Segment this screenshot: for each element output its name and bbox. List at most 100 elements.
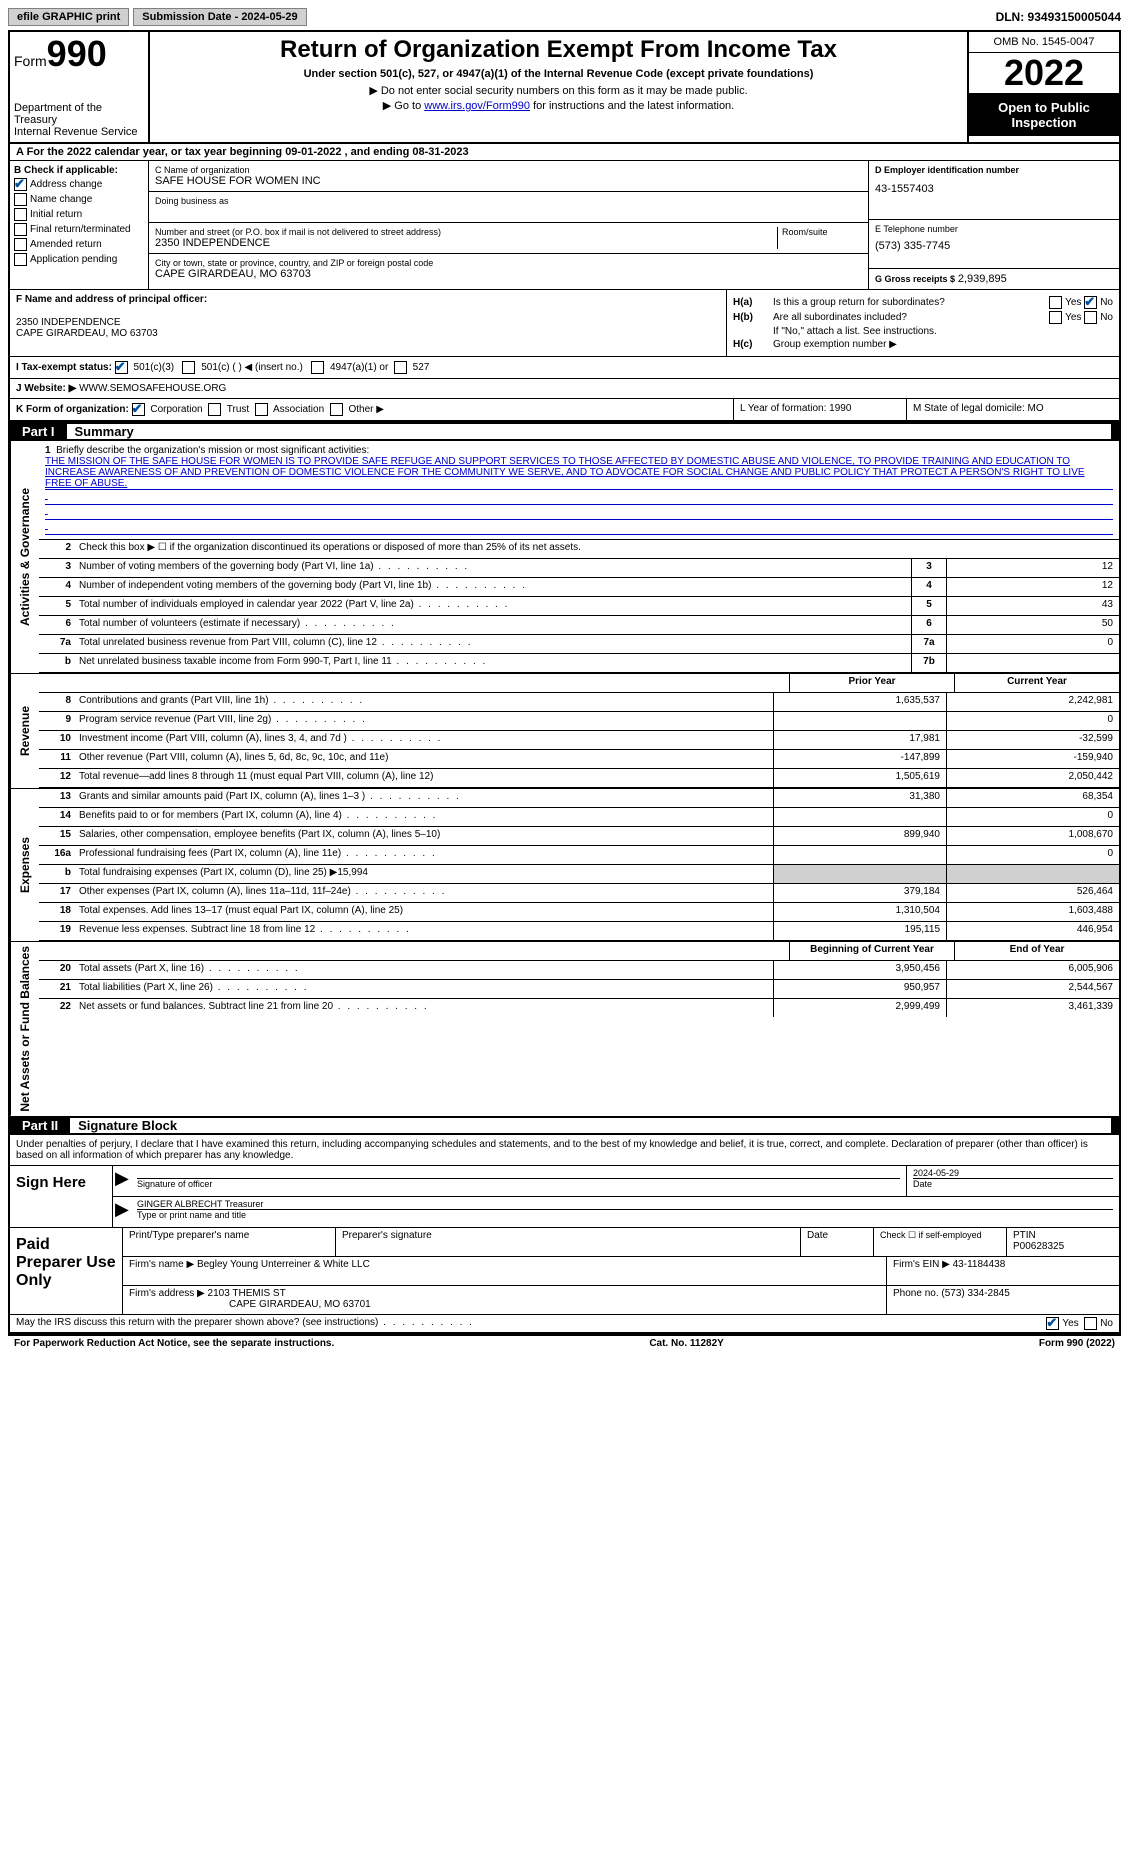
checkbox-527[interactable] <box>394 361 407 374</box>
website-label: J Website: ▶ <box>16 383 76 394</box>
firm-addr2: CAPE GIRARDEAU, MO 63701 <box>229 1299 371 1310</box>
l10-prior: 17,981 <box>773 731 946 749</box>
l12-current: 2,050,442 <box>946 769 1119 787</box>
l19-prior: 195,115 <box>773 922 946 940</box>
ein-value: 43-1557403 <box>875 183 1113 195</box>
side-label-ag: Activities & Governance <box>10 441 39 673</box>
officer-addr1: 2350 INDEPENDENCE <box>16 317 720 328</box>
current-year-header: Current Year <box>954 674 1119 692</box>
l16b-text: Total fundraising expenses (Part IX, col… <box>75 865 773 883</box>
irs-form990-link[interactable]: www.irs.gov/Form990 <box>424 100 530 112</box>
omb-number: OMB No. 1545-0047 <box>969 32 1119 53</box>
officer-label: F Name and address of principal officer: <box>16 294 720 305</box>
prep-date-label: Date <box>801 1228 874 1256</box>
mission-text[interactable]: THE MISSION OF THE SAFE HOUSE FOR WOMEN … <box>45 456 1085 489</box>
box-h: H(a) Is this a group return for subordin… <box>727 290 1119 356</box>
ptin-value: P00628325 <box>1013 1241 1113 1252</box>
ha-no-checkbox[interactable] <box>1084 296 1097 309</box>
label-trust: Trust <box>227 404 249 415</box>
discuss-yes-checkbox[interactable] <box>1046 1317 1059 1330</box>
checkbox-app-pending[interactable] <box>14 253 27 266</box>
checkbox-name-change[interactable] <box>14 193 27 206</box>
hc-text: Group exemption number ▶ <box>773 339 897 350</box>
declaration-text: Under penalties of perjury, I declare th… <box>10 1135 1119 1165</box>
firm-phone-label: Phone no. <box>893 1288 939 1299</box>
l11-prior: -147,899 <box>773 750 946 768</box>
cat-number: Cat. No. 11282Y <box>649 1338 723 1349</box>
checkbox-amended[interactable] <box>14 238 27 251</box>
l21-current: 2,544,567 <box>946 980 1119 998</box>
box-b-title: B Check if applicable: <box>14 165 144 176</box>
inst-post: for instructions and the latest informat… <box>530 100 734 112</box>
firm-ein-label: Firm's EIN ▶ <box>893 1259 950 1270</box>
city-label: City or town, state or province, country… <box>155 258 862 268</box>
l16a-prior <box>773 846 946 864</box>
checkbox-assoc[interactable] <box>255 403 268 416</box>
l16a-text: Professional fundraising fees (Part IX, … <box>75 846 773 864</box>
label-corp: Corporation <box>150 404 202 415</box>
checkbox-address-change[interactable] <box>14 178 27 191</box>
paperwork-notice: For Paperwork Reduction Act Notice, see … <box>14 1338 334 1349</box>
prep-name-label: Print/Type preparer's name <box>123 1228 336 1256</box>
l22-prior: 2,999,499 <box>773 999 946 1017</box>
submission-date-button[interactable]: Submission Date - 2024-05-29 <box>133 8 306 26</box>
part1-label: Part I <box>18 424 67 439</box>
label-assoc: Association <box>273 404 324 415</box>
top-bar: efile GRAPHIC print Submission Date - 20… <box>8 8 1121 26</box>
l12-prior: 1,505,619 <box>773 769 946 787</box>
l10-text: Investment income (Part VIII, column (A)… <box>75 731 773 749</box>
l21-prior: 950,957 <box>773 980 946 998</box>
checkbox-corp[interactable] <box>132 403 145 416</box>
l16b-current-shaded <box>946 865 1119 883</box>
inst-pre: ▶ Go to <box>383 100 424 112</box>
part2-header: Part II Signature Block <box>10 1116 1119 1135</box>
street-address: 2350 INDEPENDENCE <box>155 237 773 249</box>
header-center: Return of Organization Exempt From Incom… <box>150 32 967 142</box>
checkbox-final-return[interactable] <box>14 223 27 236</box>
checkbox-501c3[interactable] <box>115 361 128 374</box>
prep-sig-label: Preparer's signature <box>336 1228 801 1256</box>
discuss-text: May the IRS discuss this return with the… <box>16 1317 474 1330</box>
ha-yes-checkbox[interactable] <box>1049 296 1062 309</box>
sign-here-row: Sign Here ▶ Signature of officer 2024-05… <box>10 1165 1119 1227</box>
l4-value: 12 <box>946 578 1119 596</box>
box-deg: D Employer identification number 43-1557… <box>869 161 1119 289</box>
form-word: Form <box>14 53 47 69</box>
dept-treasury: Department of the Treasury <box>14 102 144 126</box>
l6-text: Total number of volunteers (estimate if … <box>75 616 911 634</box>
firm-addr-label: Firm's address ▶ <box>129 1288 205 1299</box>
l10-current: -32,599 <box>946 731 1119 749</box>
form-page-label: Form 990 (2022) <box>1039 1338 1115 1349</box>
page-footer: For Paperwork Reduction Act Notice, see … <box>8 1334 1121 1351</box>
checkbox-other[interactable] <box>330 403 343 416</box>
efile-print-button[interactable]: efile GRAPHIC print <box>8 8 129 26</box>
l1-label: Briefly describe the organization's miss… <box>56 445 369 456</box>
checkbox-initial-return[interactable] <box>14 208 27 221</box>
gross-receipts: 2,939,895 <box>958 273 1007 285</box>
declaration-content: Under penalties of perjury, I declare th… <box>16 1139 1088 1161</box>
discuss-no-checkbox[interactable] <box>1084 1317 1097 1330</box>
l14-text: Benefits paid to or for members (Part IX… <box>75 808 773 826</box>
box-c: C Name of organization SAFE HOUSE FOR WO… <box>149 161 869 289</box>
l7b-value <box>946 654 1119 672</box>
checkbox-trust[interactable] <box>208 403 221 416</box>
l19-text: Revenue less expenses. Subtract line 18 … <box>75 922 773 940</box>
firm-ein: 43-1184438 <box>953 1259 1006 1270</box>
l19-current: 446,954 <box>946 922 1119 940</box>
ha-label: H(a) <box>733 297 773 308</box>
paid-preparer-label: Paid Preparer Use Only <box>10 1228 123 1314</box>
discuss-no-label: No <box>1100 1318 1113 1329</box>
row-j: J Website: ▶ WWW.SEMOSAFEHOUSE.ORG <box>10 379 1119 399</box>
checkbox-501c[interactable] <box>182 361 195 374</box>
box-f: F Name and address of principal officer:… <box>10 290 727 356</box>
hb-yes-checkbox[interactable] <box>1049 311 1062 324</box>
label-app-pending: Application pending <box>30 254 117 265</box>
row-i: I Tax-exempt status: 501(c)(3) 501(c) ( … <box>10 357 1119 379</box>
checkbox-4947a1[interactable] <box>311 361 324 374</box>
hb-no-checkbox[interactable] <box>1084 311 1097 324</box>
instruction-link: ▶ Go to www.irs.gov/Form990 for instruct… <box>158 99 959 112</box>
l8-text: Contributions and grants (Part VIII, lin… <box>75 693 773 711</box>
hb-note: If "No," attach a list. See instructions… <box>773 326 1113 337</box>
open-public-badge: Open to Public Inspection <box>969 94 1119 136</box>
l6-value: 50 <box>946 616 1119 634</box>
